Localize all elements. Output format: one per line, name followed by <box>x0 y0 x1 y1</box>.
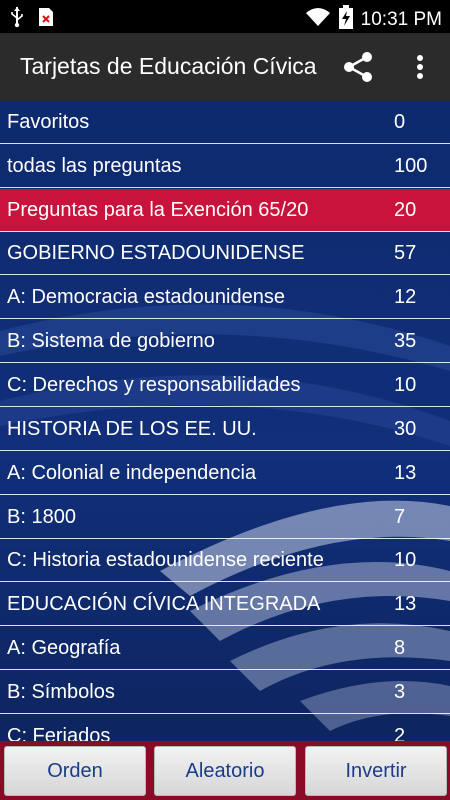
list-item[interactable]: GOBIERNO ESTADOUNIDENSE 57 <box>0 232 450 275</box>
list-item-label: B: 1800 <box>7 506 76 528</box>
wifi-icon <box>305 6 331 33</box>
list-item-label: B: Símbolos <box>7 681 115 703</box>
list-item[interactable]: A: Geografía 8 <box>0 627 450 670</box>
share-icon <box>344 52 372 82</box>
list-item-label: HISTORIA DE LOS EE. UU. <box>7 418 257 440</box>
list-item-count: 3 <box>394 681 406 703</box>
status-bar: 10:31 PM <box>0 0 450 33</box>
list-item-count: 0 <box>394 111 406 133</box>
random-button[interactable]: Aleatorio <box>154 746 296 796</box>
list-item-label: EDUCACIÓN CÍVICA INTEGRADA <box>7 593 321 615</box>
list-item-count: 100 <box>394 155 428 177</box>
status-time: 10:31 PM <box>360 8 442 30</box>
list-item[interactable]: C: Derechos y responsabilidades 10 <box>0 364 450 407</box>
list-item[interactable]: todas las preguntas 100 <box>0 145 450 188</box>
invert-button[interactable]: Invertir <box>305 746 447 796</box>
list-item-label: GOBIERNO ESTADOUNIDENSE <box>7 242 305 264</box>
app-bar: Tarjetas de Educación Cívica <box>0 33 450 101</box>
list-item-label: A: Geografía <box>7 637 121 659</box>
notification-error-icon <box>38 7 54 32</box>
list-item[interactable]: A: Colonial e independencia 13 <box>0 452 450 495</box>
list-item-count: 7 <box>394 506 406 528</box>
list-item-label: A: Democracia estadounidense <box>7 286 285 308</box>
category-list[interactable]: Favoritos 0 todas las preguntas 100 Preg… <box>0 101 450 741</box>
list-item-selected[interactable]: Preguntas para la Exención 65/20 20 <box>0 189 450 232</box>
list-item-count: 2 <box>394 725 406 741</box>
list-item-label: C: Derechos y responsabilidades <box>7 374 301 396</box>
list-item-count: 10 <box>394 374 417 396</box>
list-item-label: A: Colonial e independencia <box>7 462 257 484</box>
list-item[interactable]: C: Historia estadounidense reciente 10 <box>0 539 450 582</box>
list-item-label: B: Sistema de gobierno <box>7 330 215 352</box>
list-item-count: 10 <box>394 549 417 571</box>
list-item[interactable]: A: Democracia estadounidense 12 <box>0 276 450 319</box>
list-item-count: 30 <box>394 418 417 440</box>
list-item-label: C: Feriados <box>7 725 111 741</box>
list-item-count: 57 <box>394 242 417 264</box>
list-item-count: 20 <box>394 199 417 221</box>
app-title: Tarjetas de Educación Cívica <box>20 53 317 79</box>
list-item[interactable]: HISTORIA DE LOS EE. UU. 30 <box>0 408 450 451</box>
list-item-label: todas las preguntas <box>7 155 182 177</box>
list-item-label: C: Historia estadounidense reciente <box>7 549 324 571</box>
order-button[interactable]: Orden <box>4 746 146 796</box>
list-item[interactable]: C: Feriados 2 <box>0 715 450 741</box>
usb-icon <box>10 6 24 33</box>
list-item-count: 12 <box>394 286 417 308</box>
list-item-count: 8 <box>394 637 406 659</box>
list-item-count: 13 <box>394 462 417 484</box>
list-item-count: 13 <box>394 593 417 615</box>
list-item[interactable]: B: Sistema de gobierno 35 <box>0 320 450 363</box>
list-item[interactable]: EDUCACIÓN CÍVICA INTEGRADA 13 <box>0 583 450 626</box>
bottom-bar: Orden Aleatorio Invertir <box>0 741 450 800</box>
list-item[interactable]: B: Símbolos 3 <box>0 671 450 714</box>
list-item-label: Preguntas para la Exención 65/20 <box>7 199 309 221</box>
share-button[interactable] <box>340 51 376 83</box>
more-vert-icon <box>417 55 423 79</box>
more-options-button[interactable] <box>405 51 435 83</box>
list-item-count: 35 <box>394 330 417 352</box>
battery-charging-icon <box>338 5 353 34</box>
list-item[interactable]: Favoritos 0 <box>0 101 450 144</box>
list-item[interactable]: B: 1800 7 <box>0 496 450 539</box>
list-item-label: Favoritos <box>7 111 90 133</box>
